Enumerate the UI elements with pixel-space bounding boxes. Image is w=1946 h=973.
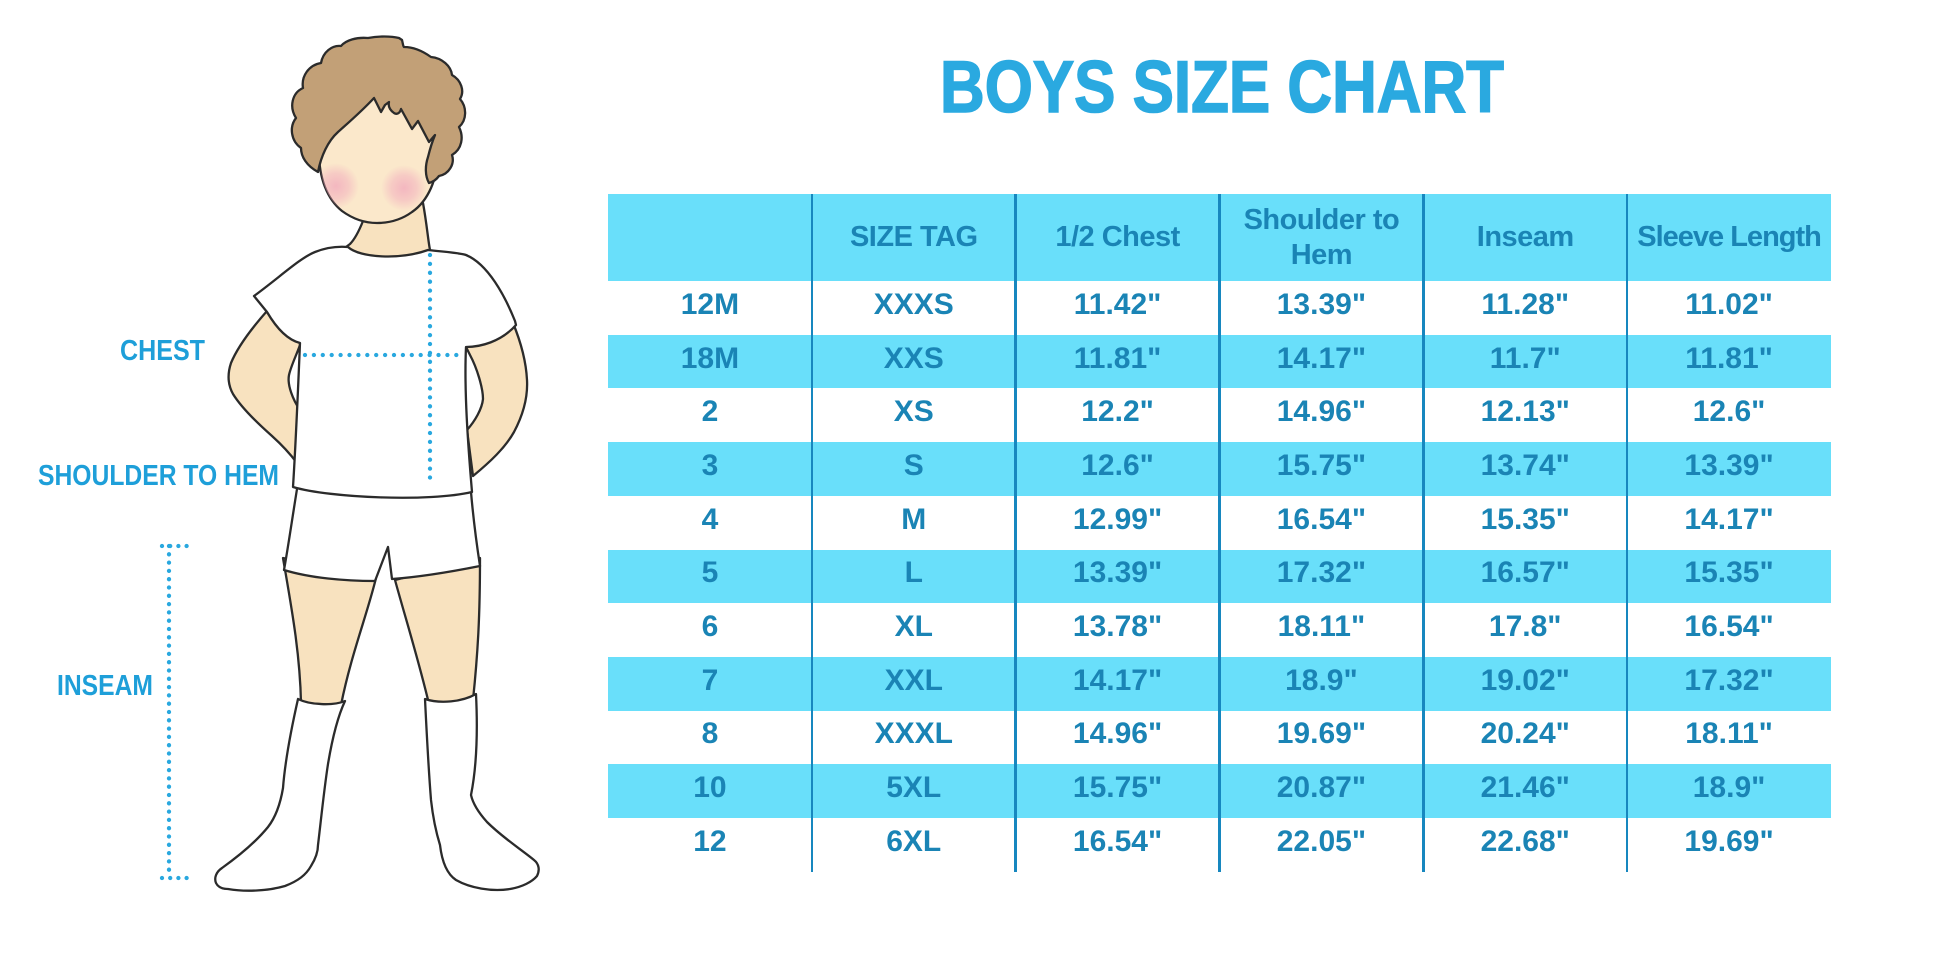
- svg-text:INSEAM: INSEAM: [57, 670, 153, 702]
- svg-text:CHEST: CHEST: [120, 335, 205, 367]
- svg-text:SHOULDER TO HEM: SHOULDER TO HEM: [38, 460, 279, 492]
- svg-text:BOYS SIZE CHART: BOYS SIZE CHART: [940, 47, 1504, 128]
